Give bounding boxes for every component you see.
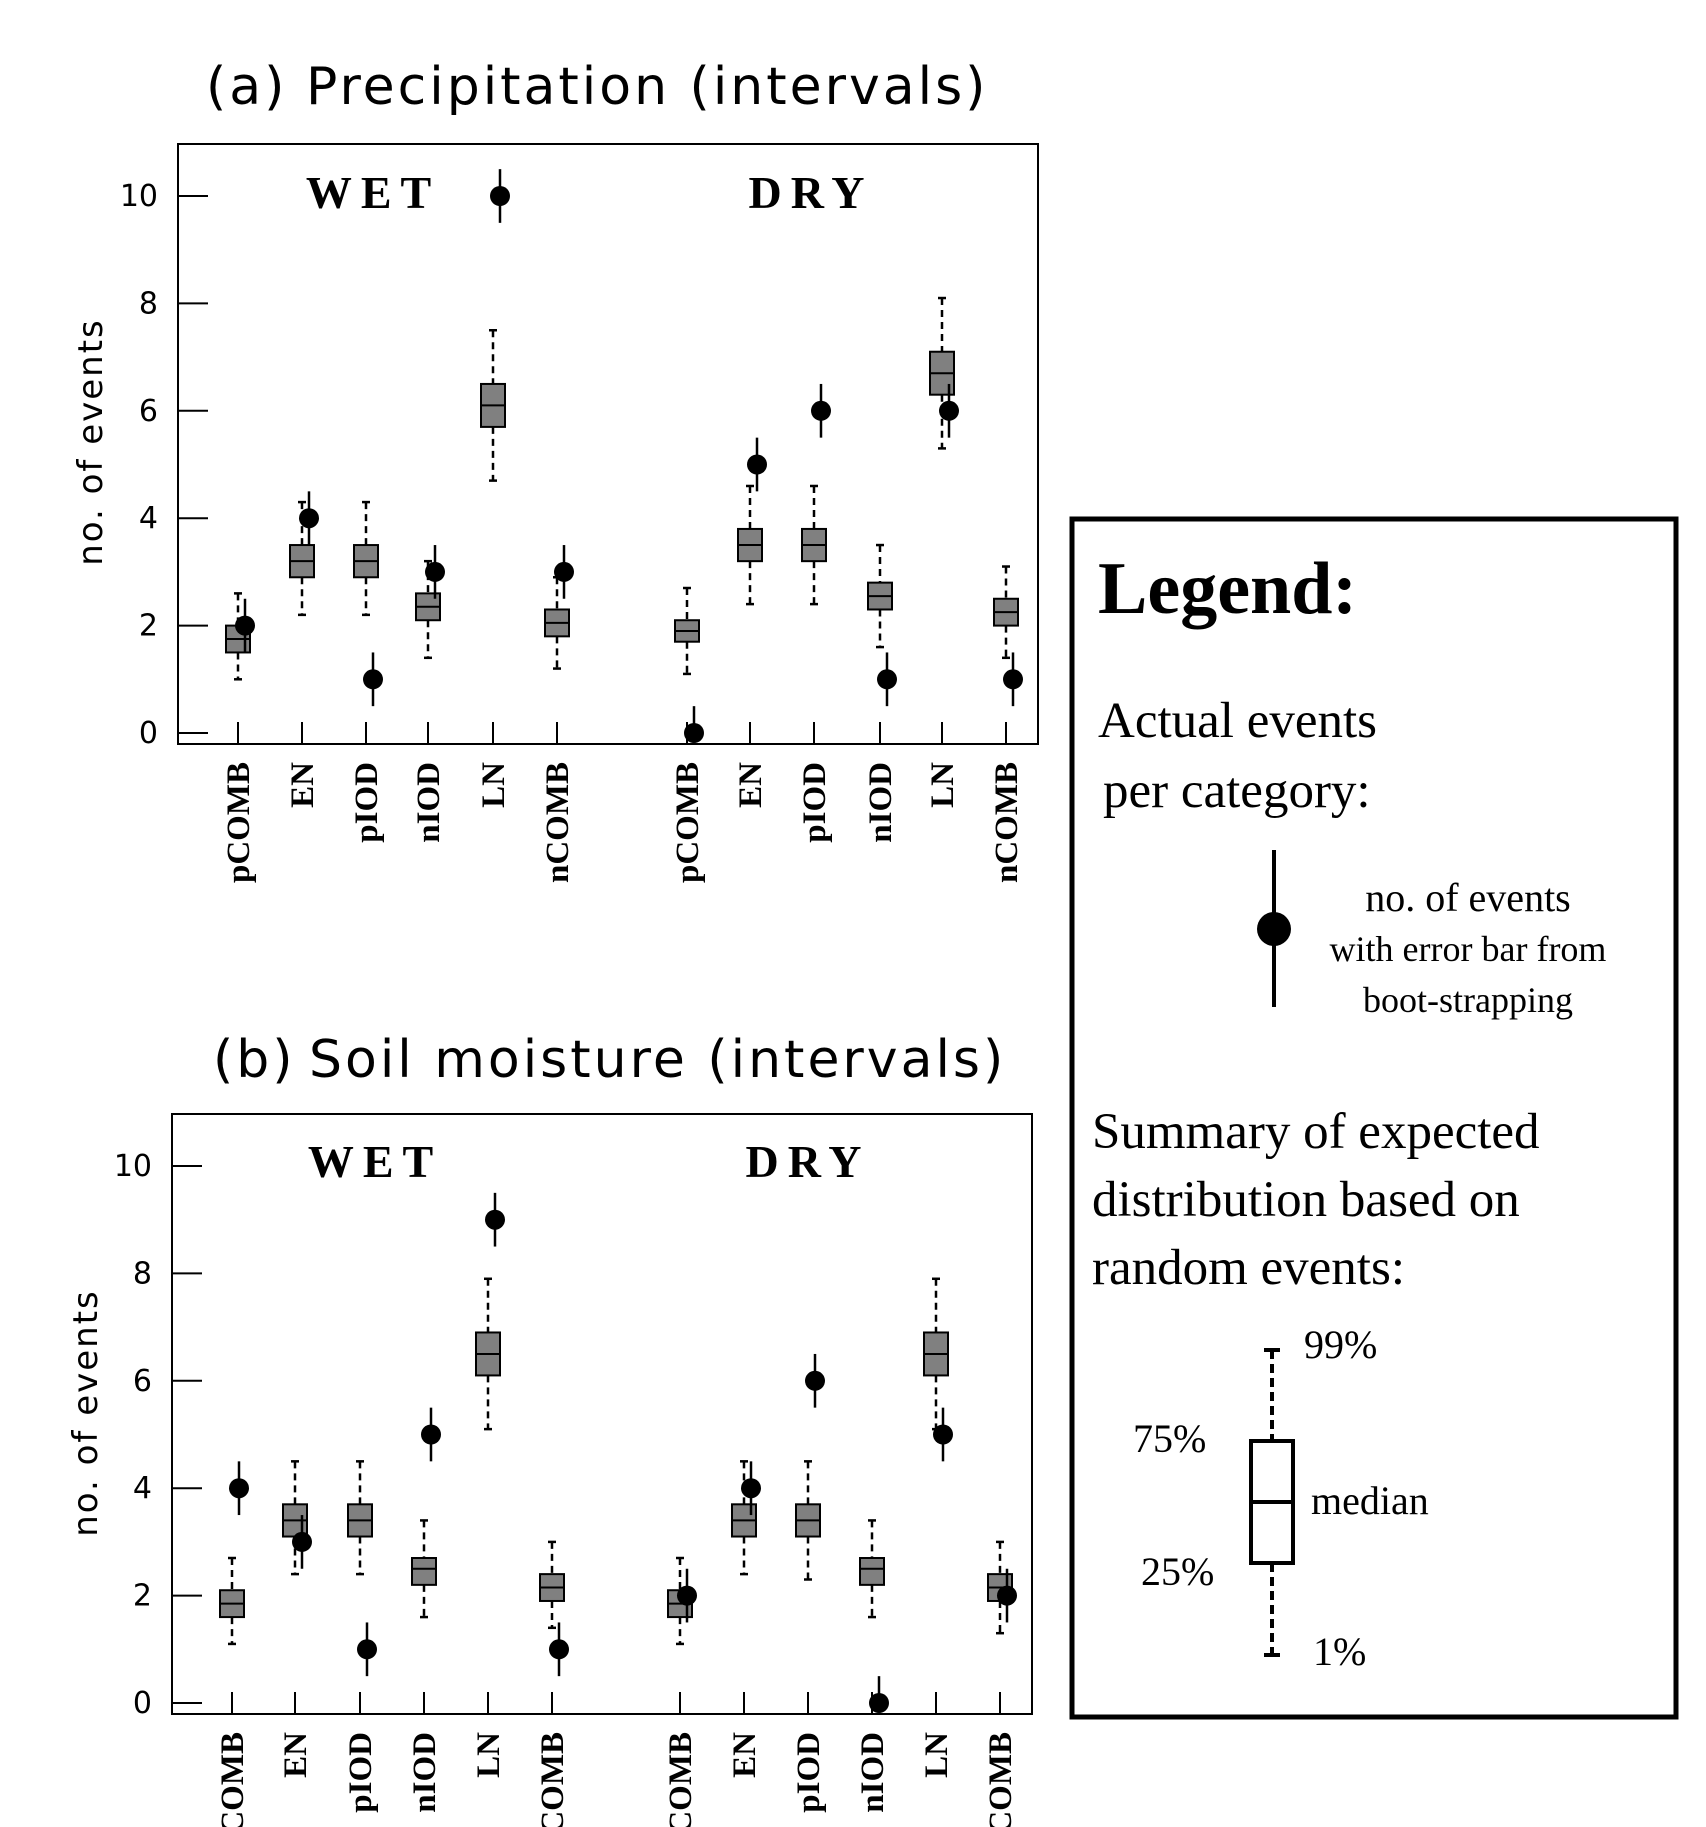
y-tick-label: 6 — [133, 1364, 152, 1399]
y-tick-label: 2 — [139, 609, 158, 644]
actual-point — [421, 1424, 441, 1445]
legend-label-q3: 75% — [1133, 1416, 1206, 1461]
legend-actual-point — [1257, 912, 1291, 946]
legend-summary-heading-line2: distribution based on — [1092, 1172, 1520, 1228]
actual-point — [939, 400, 959, 421]
panel-a-group-label-wet: WET — [306, 167, 440, 218]
category-label: LN — [925, 762, 961, 808]
panel-a-plot-frame — [177, 143, 1039, 745]
legend-summary-heading-line3: random events: — [1092, 1240, 1405, 1296]
y-tick-label: 2 — [133, 1579, 152, 1614]
category-label: nIOD — [407, 1732, 443, 1813]
legend: Legend: Actual events per category: no. … — [1069, 516, 1679, 1720]
legend-actual-heading-line2: per category: — [1103, 763, 1371, 819]
panel-b-group-label-dry: DRY — [745, 1136, 870, 1187]
category-label: nIOD — [863, 762, 899, 843]
y-tick-label: 0 — [139, 716, 158, 751]
actual-point — [1003, 669, 1023, 690]
legend-label-median: median — [1311, 1478, 1429, 1523]
y-tick-label: 0 — [133, 1686, 152, 1721]
category-label: pIOD — [349, 762, 385, 843]
actual-point — [997, 1585, 1017, 1606]
actual-point — [933, 1424, 953, 1445]
legend-actual-desc-line3: boot-strapping — [1363, 980, 1573, 1020]
actual-point — [299, 508, 319, 529]
y-tick-label: 10 — [114, 1149, 152, 1184]
legend-label-p1: 1% — [1313, 1629, 1366, 1674]
category-label: COMB — [663, 1732, 699, 1827]
panel-b-y-axis-label: no. of events — [66, 1289, 106, 1537]
panel-a-precipitation: (a) Precipitation (intervals) WET DRY no… — [71, 57, 1039, 883]
actual-point — [805, 1370, 825, 1391]
category-label: LN — [471, 1732, 507, 1778]
actual-point — [747, 454, 767, 475]
actual-point — [811, 400, 831, 421]
category-label: nCOMB — [540, 762, 576, 883]
category-label: nIOD — [855, 1732, 891, 1813]
category-label: pCOMB — [221, 762, 257, 883]
actual-point — [554, 561, 574, 582]
panel-b-group-label-wet: WET — [308, 1136, 442, 1187]
panel-b-title: Soil moisture (intervals) — [309, 1030, 1006, 1090]
actual-point — [357, 1639, 377, 1660]
actual-point — [684, 723, 704, 743]
legend-frame — [1069, 516, 1679, 1720]
actual-point — [363, 669, 383, 690]
y-tick-label: 10 — [120, 179, 158, 214]
actual-point — [549, 1639, 569, 1660]
actual-point — [229, 1478, 249, 1499]
panel-b-marks: 0 2 4 6 8 10 COMB EN pIOD nIOD LN COMB COMB EN pIOD nIO… — [114, 1149, 1019, 1827]
actual-point — [292, 1531, 312, 1552]
actual-point — [490, 186, 510, 206]
panel-a-title-label: (a) — [206, 57, 287, 117]
actual-point — [869, 1693, 889, 1713]
y-tick-label: 8 — [133, 1256, 152, 1291]
category-label: LN — [919, 1732, 955, 1778]
legend-label-p99: 99% — [1304, 1322, 1377, 1367]
actual-point — [485, 1209, 505, 1230]
category-label: LN — [476, 762, 512, 808]
y-tick-label: 6 — [139, 394, 158, 429]
panel-a-group-label-dry: DRY — [748, 167, 873, 218]
category-label: pIOD — [343, 1732, 379, 1813]
panel-b-title-label: (b) — [213, 1030, 296, 1090]
category-label: EN — [285, 762, 321, 808]
category-label: nIOD — [411, 762, 447, 843]
legend-title: Legend: — [1098, 548, 1357, 630]
actual-point — [877, 669, 897, 690]
panel-a-y-axis-label: no. of events — [71, 318, 111, 566]
panel-b-plot-frame — [171, 1113, 1033, 1715]
category-label: EN — [733, 762, 769, 808]
category-label: EN — [278, 1732, 314, 1778]
panel-a-title: Precipitation (intervals) — [306, 57, 988, 117]
legend-actual-heading-line1: Actual events — [1098, 693, 1377, 749]
actual-point — [677, 1585, 697, 1606]
category-label: COMB — [215, 1732, 251, 1827]
y-tick-label: 4 — [133, 1471, 152, 1506]
actual-point — [425, 561, 445, 582]
category-label: EN — [727, 1732, 763, 1778]
legend-summary-heading-line1: Summary of expected — [1092, 1104, 1540, 1160]
actual-point — [741, 1478, 761, 1499]
category-label: COMB — [535, 1732, 571, 1827]
legend-actual-desc-line1: no. of events — [1365, 875, 1571, 920]
category-label: nCOMB — [989, 762, 1025, 883]
box — [411, 1557, 437, 1586]
actual-point — [235, 615, 255, 636]
category-label: pCOMB — [670, 762, 706, 883]
panel-a-marks: 0 2 4 6 8 10 pCOMB EN pIOD nIOD LN nCOMB pCOMB EN pIOD… — [120, 169, 1025, 883]
y-tick-label: 8 — [139, 286, 158, 321]
category-label: pIOD — [797, 762, 833, 843]
panel-b-soil-moisture: (b) Soil moisture (intervals) WET DRY no… — [66, 1030, 1033, 1827]
legend-actual-desc-line2: with error bar from — [1330, 929, 1607, 969]
box — [859, 1557, 885, 1586]
legend-label-q1: 25% — [1141, 1549, 1214, 1594]
category-label: COMB — [983, 1732, 1019, 1827]
y-tick-label: 4 — [139, 501, 158, 536]
category-label: pIOD — [791, 1732, 827, 1813]
